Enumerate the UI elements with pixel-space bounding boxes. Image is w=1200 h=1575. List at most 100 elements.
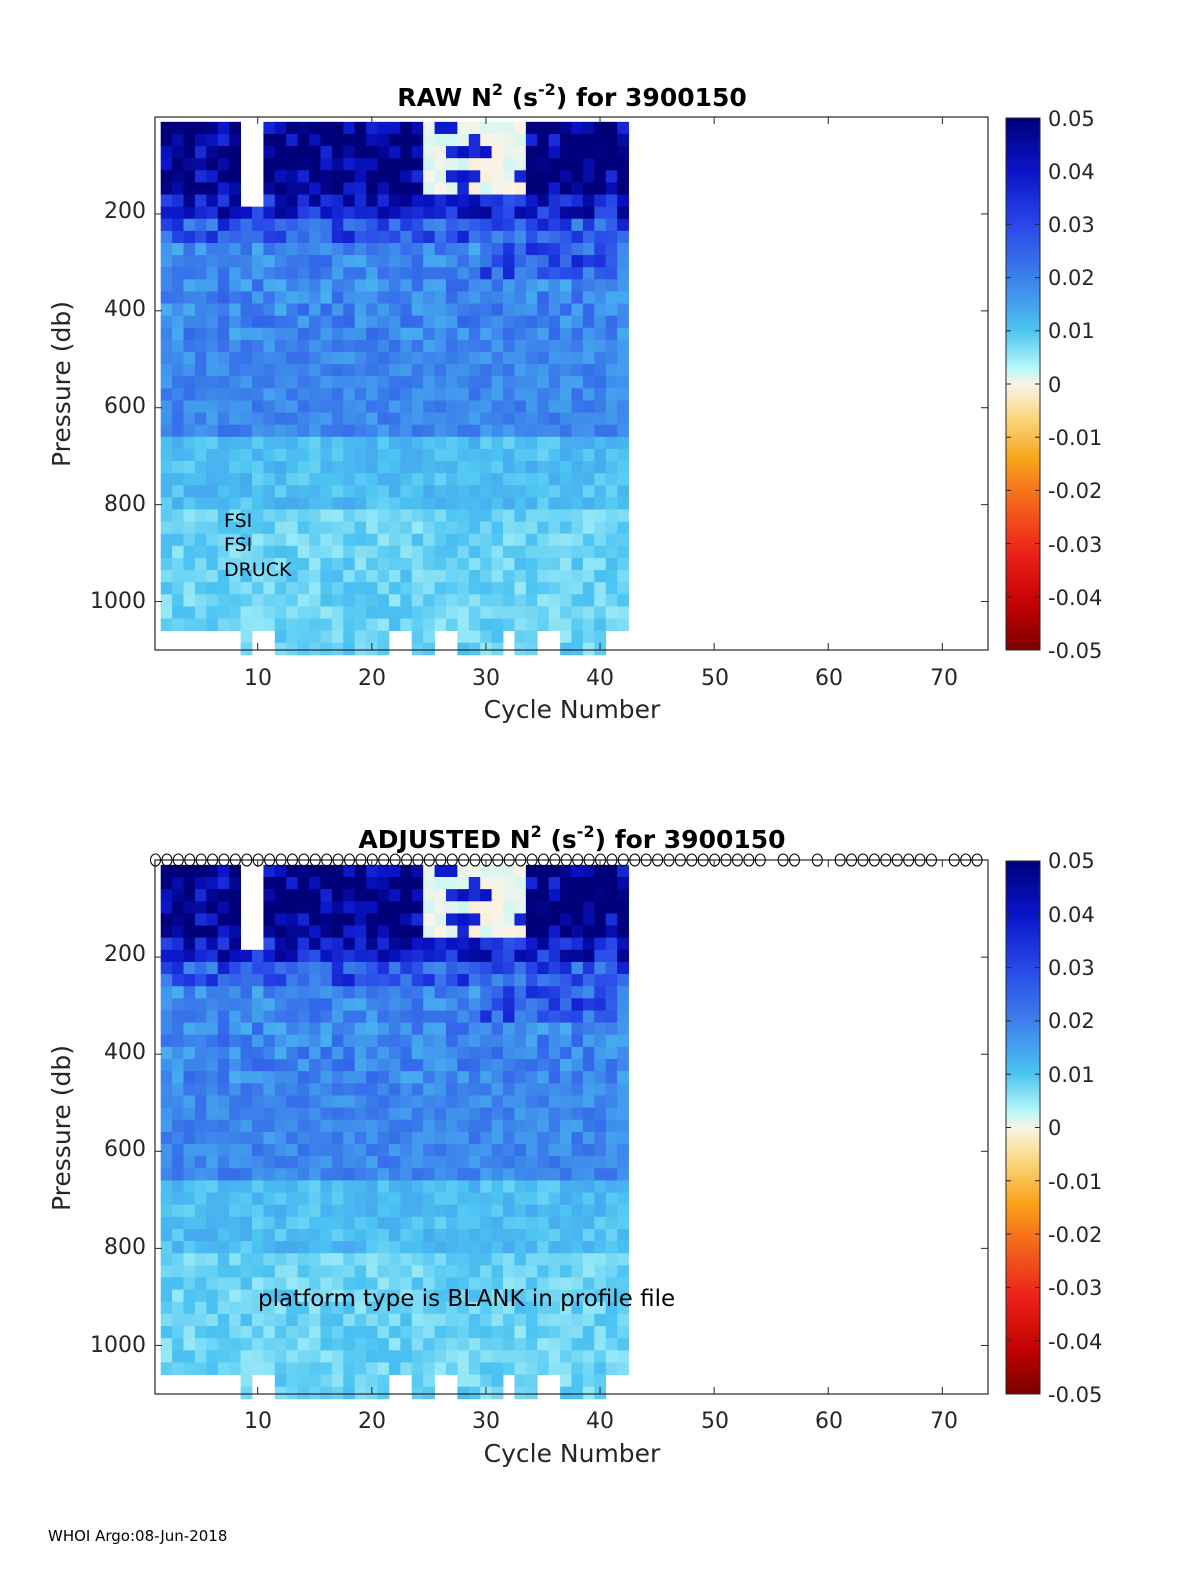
adjusted-heatmap-cell xyxy=(331,1131,344,1145)
adjusted-heatmap-cell xyxy=(605,1131,618,1145)
raw-heatmap-cell xyxy=(229,497,241,510)
raw-heatmap-cell xyxy=(160,279,173,292)
raw-heatmap-cell xyxy=(582,376,595,389)
adjusted-heatmap-cell xyxy=(560,949,572,963)
raw-heatmap-cell xyxy=(286,533,299,547)
raw-heatmap-cell xyxy=(617,545,629,559)
raw-heatmap-cell xyxy=(582,509,595,522)
raw-heatmap-cell xyxy=(263,206,276,220)
raw-heatmap-cell xyxy=(400,242,413,256)
raw-heatmap-cell xyxy=(172,545,184,559)
adjusted-heatmap-cell xyxy=(434,974,447,987)
raw-heatmap-cell xyxy=(480,158,493,171)
adjusted-heatmap-cell xyxy=(286,1301,299,1315)
adjusted-heatmap-cell xyxy=(194,1241,207,1254)
raw-heatmap-cell xyxy=(434,473,447,486)
raw-heatmap-cell xyxy=(172,315,184,329)
raw-heatmap-cell xyxy=(274,557,287,571)
adjusted-heatmap-cell xyxy=(571,1228,584,1242)
adjusted-heatmap-cell xyxy=(480,974,493,987)
adjusted-heatmap-cell xyxy=(411,1338,424,1351)
raw-heatmap-cell xyxy=(617,412,629,426)
raw-heatmap-cell xyxy=(194,618,207,632)
raw-heatmap-cell xyxy=(468,582,481,595)
adjusted-heatmap-cell xyxy=(160,876,173,890)
raw-heatmap-cell xyxy=(594,424,607,438)
raw-heatmap-cell xyxy=(400,364,413,377)
adjusted-heatmap-cell xyxy=(320,1168,333,1181)
adjusted-heatmap-cell xyxy=(172,949,184,963)
adjusted-heatmap-cell xyxy=(343,1143,356,1157)
adjusted-heatmap-cell xyxy=(366,1192,378,1206)
raw-heatmap-cell xyxy=(377,424,390,438)
adjusted-heatmap-cell xyxy=(194,974,207,987)
adjusted-heatmap-cell xyxy=(411,1034,424,1048)
adjusted-heatmap-cell xyxy=(400,961,413,975)
adjusted-heatmap-cell xyxy=(400,949,413,963)
raw-heatmap-cell xyxy=(229,436,241,450)
adjusted-heatmap-cell xyxy=(582,925,595,939)
raw-heatmap-cell xyxy=(366,545,378,559)
adjusted-heatmap-cell xyxy=(411,961,424,975)
raw-heatmap-cell xyxy=(571,594,584,607)
adjusted-heatmap-cell xyxy=(503,901,515,914)
adjusted-heatmap-cell xyxy=(468,1350,481,1363)
raw-heatmap-cell xyxy=(537,364,550,377)
raw-heatmap-cell xyxy=(445,436,458,450)
adjusted-heatmap-cell xyxy=(537,949,550,963)
raw-heatmap-cell xyxy=(388,533,401,547)
adjusted-colorbar-tick-label: -0.05 xyxy=(1048,1383,1102,1407)
raw-heatmap-cell xyxy=(377,521,390,535)
adjusted-heatmap-cell xyxy=(571,1362,584,1375)
raw-heatmap-cell xyxy=(400,267,413,280)
adjusted-heatmap-cell xyxy=(537,1119,550,1133)
adjusted-heatmap-cell xyxy=(537,1083,550,1096)
adjusted-heatmap-cell xyxy=(491,1034,504,1048)
adjusted-heatmap-cell xyxy=(274,986,287,999)
adjusted-heatmap-cell xyxy=(320,1059,333,1072)
adjusted-heatmap-cell xyxy=(571,1131,584,1145)
adjusted-heatmap-cell xyxy=(331,1107,344,1121)
adjusted-heatmap-cell xyxy=(217,1156,230,1169)
adjusted-heatmap-cell xyxy=(605,876,618,890)
raw-heatmap-cell xyxy=(457,376,470,389)
adjusted-heatmap-cell xyxy=(229,998,241,1011)
adjusted-heatmap-cell xyxy=(560,1083,572,1096)
adjusted-heatmap-cell xyxy=(480,925,493,939)
adjusted-heatmap-cell xyxy=(286,949,299,963)
raw-heatmap-cell xyxy=(274,436,287,450)
raw-heatmap-cell xyxy=(206,267,219,280)
raw-heatmap-cell xyxy=(560,557,572,571)
qc-marker xyxy=(549,853,561,867)
raw-heatmap-cell xyxy=(217,570,230,583)
adjusted-heatmap-cell xyxy=(605,1022,618,1036)
adjusted-heatmap-cell xyxy=(217,974,230,987)
raw-heatmap-cell xyxy=(251,400,264,413)
qc-marker xyxy=(914,853,926,867)
adjusted-heatmap-cell xyxy=(240,1301,253,1315)
adjusted-heatmap-cell xyxy=(400,1350,413,1363)
raw-heatmap-cell xyxy=(548,182,561,195)
adjusted-heatmap-cell xyxy=(582,913,595,926)
adjusted-heatmap-cell xyxy=(286,1289,299,1303)
adjusted-heatmap-cell xyxy=(251,1143,264,1157)
raw-heatmap-cell xyxy=(331,182,344,195)
raw-heatmap-cell xyxy=(537,473,550,486)
adjusted-heatmap-cell xyxy=(491,889,504,902)
raw-heatmap-cell xyxy=(537,606,550,619)
adjusted-heatmap-cell xyxy=(377,937,390,951)
raw-heatmap-cell xyxy=(194,461,207,474)
raw-heatmap-cell xyxy=(366,436,378,450)
adjusted-heatmap-cell xyxy=(548,1228,561,1242)
raw-heatmap-cell xyxy=(457,436,470,450)
raw-heatmap-cell xyxy=(445,218,458,232)
adjusted-heatmap-cell xyxy=(320,1265,333,1278)
raw-heatmap-cell xyxy=(388,146,401,159)
adjusted-heatmap-cell xyxy=(480,1216,493,1230)
adjusted-heatmap-cell xyxy=(571,1143,584,1157)
adjusted-heatmap-cell xyxy=(480,986,493,999)
raw-heatmap-cell xyxy=(503,327,515,341)
adjusted-heatmap-cell xyxy=(206,876,219,890)
adjusted-heatmap-cell xyxy=(514,1228,527,1242)
adjusted-heatmap-cell xyxy=(183,889,196,902)
